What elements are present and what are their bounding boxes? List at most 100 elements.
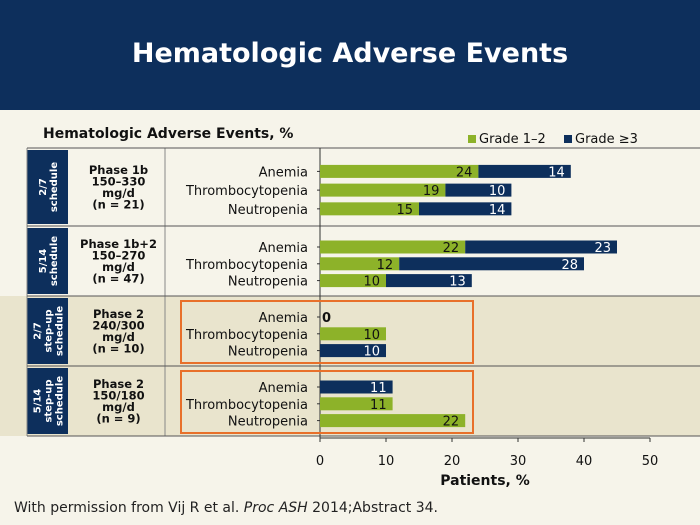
phase-label-line: mg/d xyxy=(102,260,135,274)
schedule-cell xyxy=(27,298,68,364)
x-tick-label: 50 xyxy=(642,454,659,469)
category-label: Neutropenia xyxy=(228,275,308,290)
slide-header: Hematologic Adverse Events xyxy=(0,0,700,110)
data-label-grade3: 28 xyxy=(561,258,578,273)
data-label-grade12: 22 xyxy=(443,241,460,256)
category-label: Thrombocytopenia xyxy=(185,398,308,413)
category-label: Thrombocytopenia xyxy=(185,328,308,343)
data-label-grade12: 24 xyxy=(456,165,473,180)
data-label-grade3: 13 xyxy=(449,275,466,290)
phase-label-line: (n = 21) xyxy=(92,197,144,211)
category-label: Anemia xyxy=(259,311,308,326)
data-label-grade3: 11 xyxy=(370,381,387,396)
data-label-grade3: 23 xyxy=(594,241,611,256)
bar-grade12 xyxy=(320,240,466,254)
phase-label-line: (n = 9) xyxy=(96,411,140,425)
data-label-grade3: 14 xyxy=(548,165,565,180)
category-label: Neutropenia xyxy=(228,203,308,218)
data-label-grade12: 15 xyxy=(396,203,413,218)
bar-grade3 xyxy=(478,164,571,178)
phase-label-line: (n = 10) xyxy=(92,341,144,355)
schedule-label-line: 2/7 xyxy=(38,178,49,196)
schedule-cell xyxy=(27,228,68,294)
data-label-grade12: 10 xyxy=(363,275,380,290)
phase-label-line: 150–330 xyxy=(92,174,146,188)
bar-grade3 xyxy=(320,344,386,358)
data-label-grade12: 11 xyxy=(370,398,387,413)
data-label-grade12: 12 xyxy=(377,258,394,273)
phase-label-line: Phase 1b+2 xyxy=(80,237,157,251)
category-label: Neutropenia xyxy=(228,415,308,430)
schedule-label-line: 5/14 xyxy=(33,389,44,414)
schedule-label: 2/7step-upschedule xyxy=(33,306,66,356)
phase-label-line: 240/300 xyxy=(92,318,144,332)
bar-grade12 xyxy=(320,414,466,428)
data-label-grade3: 14 xyxy=(489,203,506,218)
schedule-label-line: 2/7 xyxy=(33,322,44,340)
phase-label-line: mg/d xyxy=(102,400,135,414)
bar-grade3 xyxy=(386,274,472,288)
x-axis-title: Patients, % xyxy=(440,473,530,489)
x-tick-label: 30 xyxy=(510,454,527,469)
data-label-grade3: 10 xyxy=(489,184,506,199)
schedule-label: 2/7schedule xyxy=(38,162,60,212)
phase-label-line: 150/180 xyxy=(92,388,144,402)
data-label-grade12: 19 xyxy=(423,184,440,199)
legend-label-grade3: Grade ≥3 xyxy=(575,132,638,147)
schedule-label-line: step-up xyxy=(44,309,55,352)
data-label-grade12: 10 xyxy=(363,328,380,343)
bar-grade12 xyxy=(320,327,386,341)
legend-label-grade12: Grade 1–2 xyxy=(479,132,546,147)
bar-grade12 xyxy=(320,183,446,197)
citation: With permission from Vij R et al. Proc A… xyxy=(14,500,438,516)
category-label: Anemia xyxy=(259,241,308,256)
phase-label-line: Phase 2 xyxy=(93,377,144,391)
phase-label-line: mg/d xyxy=(102,330,135,344)
citation-prefix: With permission from Vij R et al. xyxy=(14,500,244,516)
schedule-label: 5/14step-upschedule xyxy=(33,376,66,426)
bar-grade12 xyxy=(320,202,419,216)
bar-grade12 xyxy=(320,164,479,178)
bar-grade3 xyxy=(465,240,617,254)
phase-label-line: 150–270 xyxy=(92,248,146,262)
slide-title: Hematologic Adverse Events xyxy=(131,38,569,69)
category-label: Anemia xyxy=(259,165,308,180)
highlight-box xyxy=(180,300,474,364)
schedule-label: 5/14schedule xyxy=(38,236,60,286)
x-tick-label: 10 xyxy=(378,454,395,469)
bar-grade12 xyxy=(320,274,386,288)
schedule-label-line: schedule xyxy=(49,236,60,286)
bar-grade12 xyxy=(320,257,400,271)
bar-grade3 xyxy=(445,183,512,197)
citation-journal: Proc ASH xyxy=(243,500,308,516)
adverse-events-chart: Hematologic Adverse Events, % Grade 1–2 Gr… xyxy=(0,126,700,489)
schedule-cell xyxy=(27,368,68,434)
phase-label-line: Phase 1b xyxy=(89,163,148,177)
schedule-label-line: 5/14 xyxy=(38,249,49,274)
bar-grade3 xyxy=(399,257,584,271)
data-label-grade12: 22 xyxy=(443,415,460,430)
chart-area: Hematologic Adverse Events, % Grade 1–2 Gr… xyxy=(0,110,700,500)
citation-suffix: 2014;Abstract 34. xyxy=(307,500,438,516)
bar-grade3 xyxy=(419,202,512,216)
legend-swatch-grade3 xyxy=(564,135,572,143)
bar-grade12 xyxy=(320,397,393,411)
category-label: Thrombocytopenia xyxy=(185,184,308,199)
schedule-label-line: schedule xyxy=(49,162,60,212)
chart-title: Hematologic Adverse Events, % xyxy=(43,126,293,142)
phase-label-line: mg/d xyxy=(102,186,135,200)
x-tick-label: 0 xyxy=(316,454,324,469)
data-label-zero: 0 xyxy=(322,311,331,326)
schedule-label-line: step-up xyxy=(44,379,55,422)
category-label: Thrombocytopenia xyxy=(185,258,308,273)
schedule-cell xyxy=(27,150,68,224)
legend-swatch-grade12 xyxy=(468,135,476,143)
x-tick-label: 20 xyxy=(444,454,461,469)
phase-label-line: (n = 47) xyxy=(92,271,144,285)
schedule-label-line: schedule xyxy=(55,376,66,426)
bar-grade3 xyxy=(320,380,393,394)
highlight-box xyxy=(180,370,474,434)
category-label: Neutropenia xyxy=(228,345,308,360)
data-label-grade3: 10 xyxy=(363,345,380,360)
x-tick-label: 40 xyxy=(576,454,593,469)
